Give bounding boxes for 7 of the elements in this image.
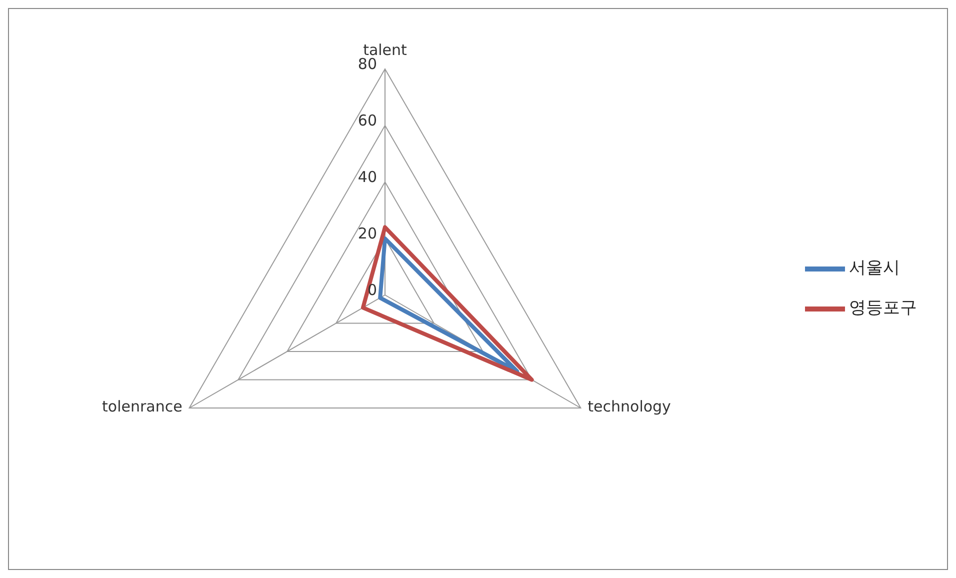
y-tick-label: 60 xyxy=(358,112,377,130)
spoke-label: tolenrance xyxy=(102,397,182,416)
y-tick-label: 40 xyxy=(358,168,377,186)
legend-label: 서울시 xyxy=(849,258,900,278)
spoke-label: technology xyxy=(588,397,672,416)
legend-label: 영등포구 xyxy=(849,298,917,318)
y-tick-label: 20 xyxy=(358,224,377,242)
